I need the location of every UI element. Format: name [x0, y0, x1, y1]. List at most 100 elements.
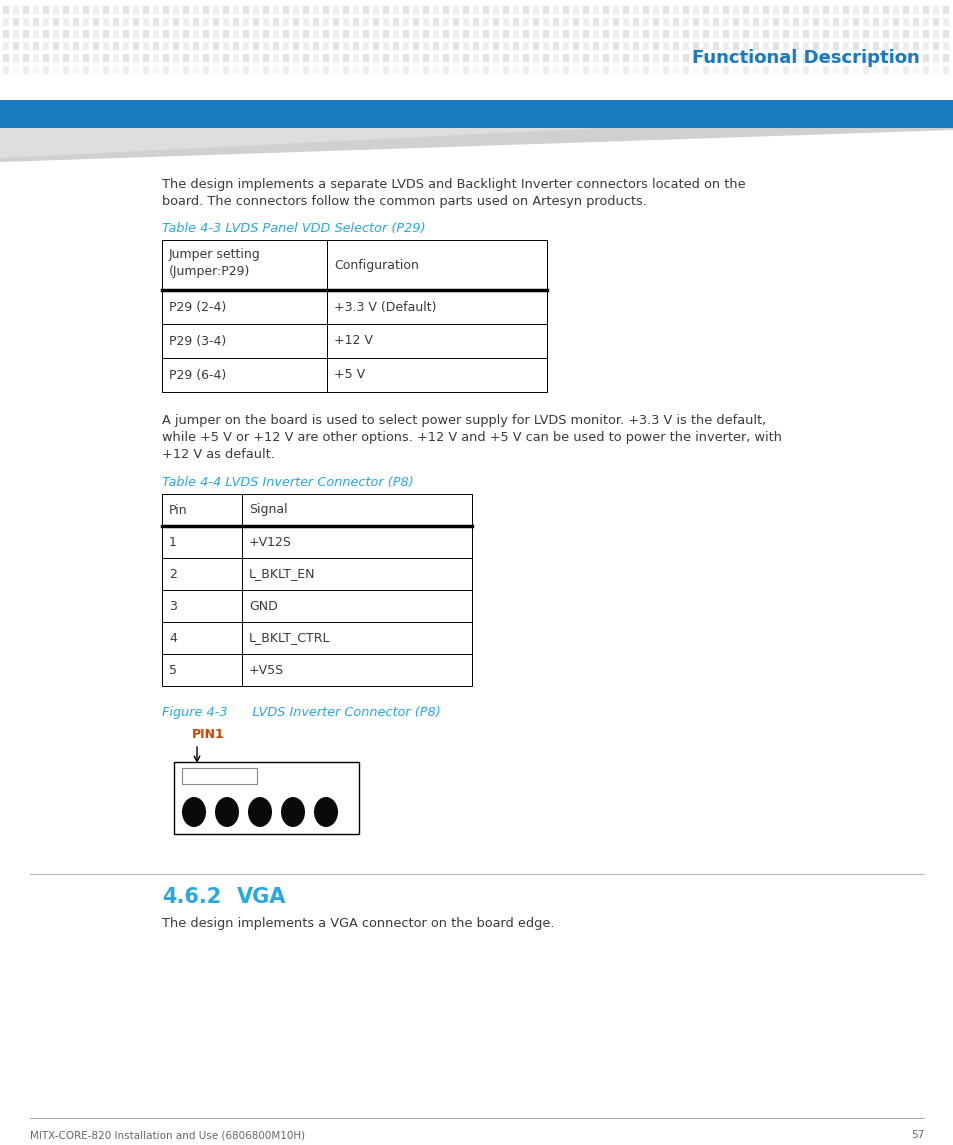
Bar [233, 42, 239, 50]
Bar [23, 42, 29, 50]
Bar [402, 6, 409, 14]
Bar [353, 66, 358, 74]
Bar [942, 18, 948, 26]
Bar [53, 6, 59, 14]
Bar [622, 66, 628, 74]
Bar [213, 42, 219, 50]
Bar [243, 6, 249, 14]
Bar [932, 30, 938, 38]
Bar [132, 6, 139, 14]
Bar [502, 6, 509, 14]
Bar [132, 42, 139, 50]
Bar [772, 30, 779, 38]
Bar [253, 30, 258, 38]
Bar [493, 18, 498, 26]
Bar [542, 66, 548, 74]
Bar [692, 30, 699, 38]
Bar [53, 54, 59, 62]
Bar [13, 54, 19, 62]
Bar [13, 30, 19, 38]
Bar [862, 30, 868, 38]
Bar [83, 6, 89, 14]
Bar [672, 30, 679, 38]
Bar [243, 30, 249, 38]
Bar [732, 18, 739, 26]
Bar [533, 30, 538, 38]
Bar [453, 54, 458, 62]
Bar [932, 6, 938, 14]
Bar [862, 54, 868, 62]
Bar [63, 42, 69, 50]
Bar [662, 30, 668, 38]
Bar [123, 42, 129, 50]
Bar [103, 42, 109, 50]
Bar [832, 30, 838, 38]
Bar [243, 54, 249, 62]
Bar [413, 18, 418, 26]
Bar [832, 42, 838, 50]
Bar [433, 30, 438, 38]
Bar [513, 30, 518, 38]
Bar [923, 6, 928, 14]
Bar [752, 30, 759, 38]
Bar [453, 6, 458, 14]
Bar [203, 54, 209, 62]
Bar [203, 18, 209, 26]
Bar [812, 42, 818, 50]
Bar [422, 54, 429, 62]
Bar [573, 54, 578, 62]
Bar [912, 66, 918, 74]
Bar [602, 18, 608, 26]
Bar [63, 66, 69, 74]
Bar [582, 18, 588, 26]
Bar [442, 54, 449, 62]
Bar [273, 54, 278, 62]
Bar [313, 66, 318, 74]
Bar [172, 18, 179, 26]
Bar [942, 42, 948, 50]
Bar [582, 54, 588, 62]
Bar [73, 18, 79, 26]
Bar [762, 54, 768, 62]
Bar [103, 66, 109, 74]
Bar [83, 66, 89, 74]
Bar [782, 54, 788, 62]
Bar [393, 42, 398, 50]
Bar [872, 42, 878, 50]
Text: L_BKLT_CTRL: L_BKLT_CTRL [249, 632, 330, 645]
Bar [53, 30, 59, 38]
Bar [413, 66, 418, 74]
Bar [562, 54, 568, 62]
Bar [782, 42, 788, 50]
Bar [13, 6, 19, 14]
Bar [912, 6, 918, 14]
Bar [542, 42, 548, 50]
Bar [923, 54, 928, 62]
Ellipse shape [248, 797, 272, 827]
Bar [533, 42, 538, 50]
Bar [442, 6, 449, 14]
Bar [772, 42, 779, 50]
Bar [13, 66, 19, 74]
Bar [233, 30, 239, 38]
Bar [852, 54, 858, 62]
Bar [732, 6, 739, 14]
Bar [672, 66, 679, 74]
Bar [203, 6, 209, 14]
Bar [193, 54, 199, 62]
Bar [622, 30, 628, 38]
Bar [792, 66, 799, 74]
Bar [43, 6, 49, 14]
Bar [582, 6, 588, 14]
Bar [682, 66, 688, 74]
Bar [642, 42, 648, 50]
Bar [553, 54, 558, 62]
Bar [293, 54, 298, 62]
Bar [402, 54, 409, 62]
Bar [912, 30, 918, 38]
Bar [123, 66, 129, 74]
Text: P29 (3-4): P29 (3-4) [169, 334, 226, 347]
Bar [513, 42, 518, 50]
Bar [433, 66, 438, 74]
Bar [203, 30, 209, 38]
